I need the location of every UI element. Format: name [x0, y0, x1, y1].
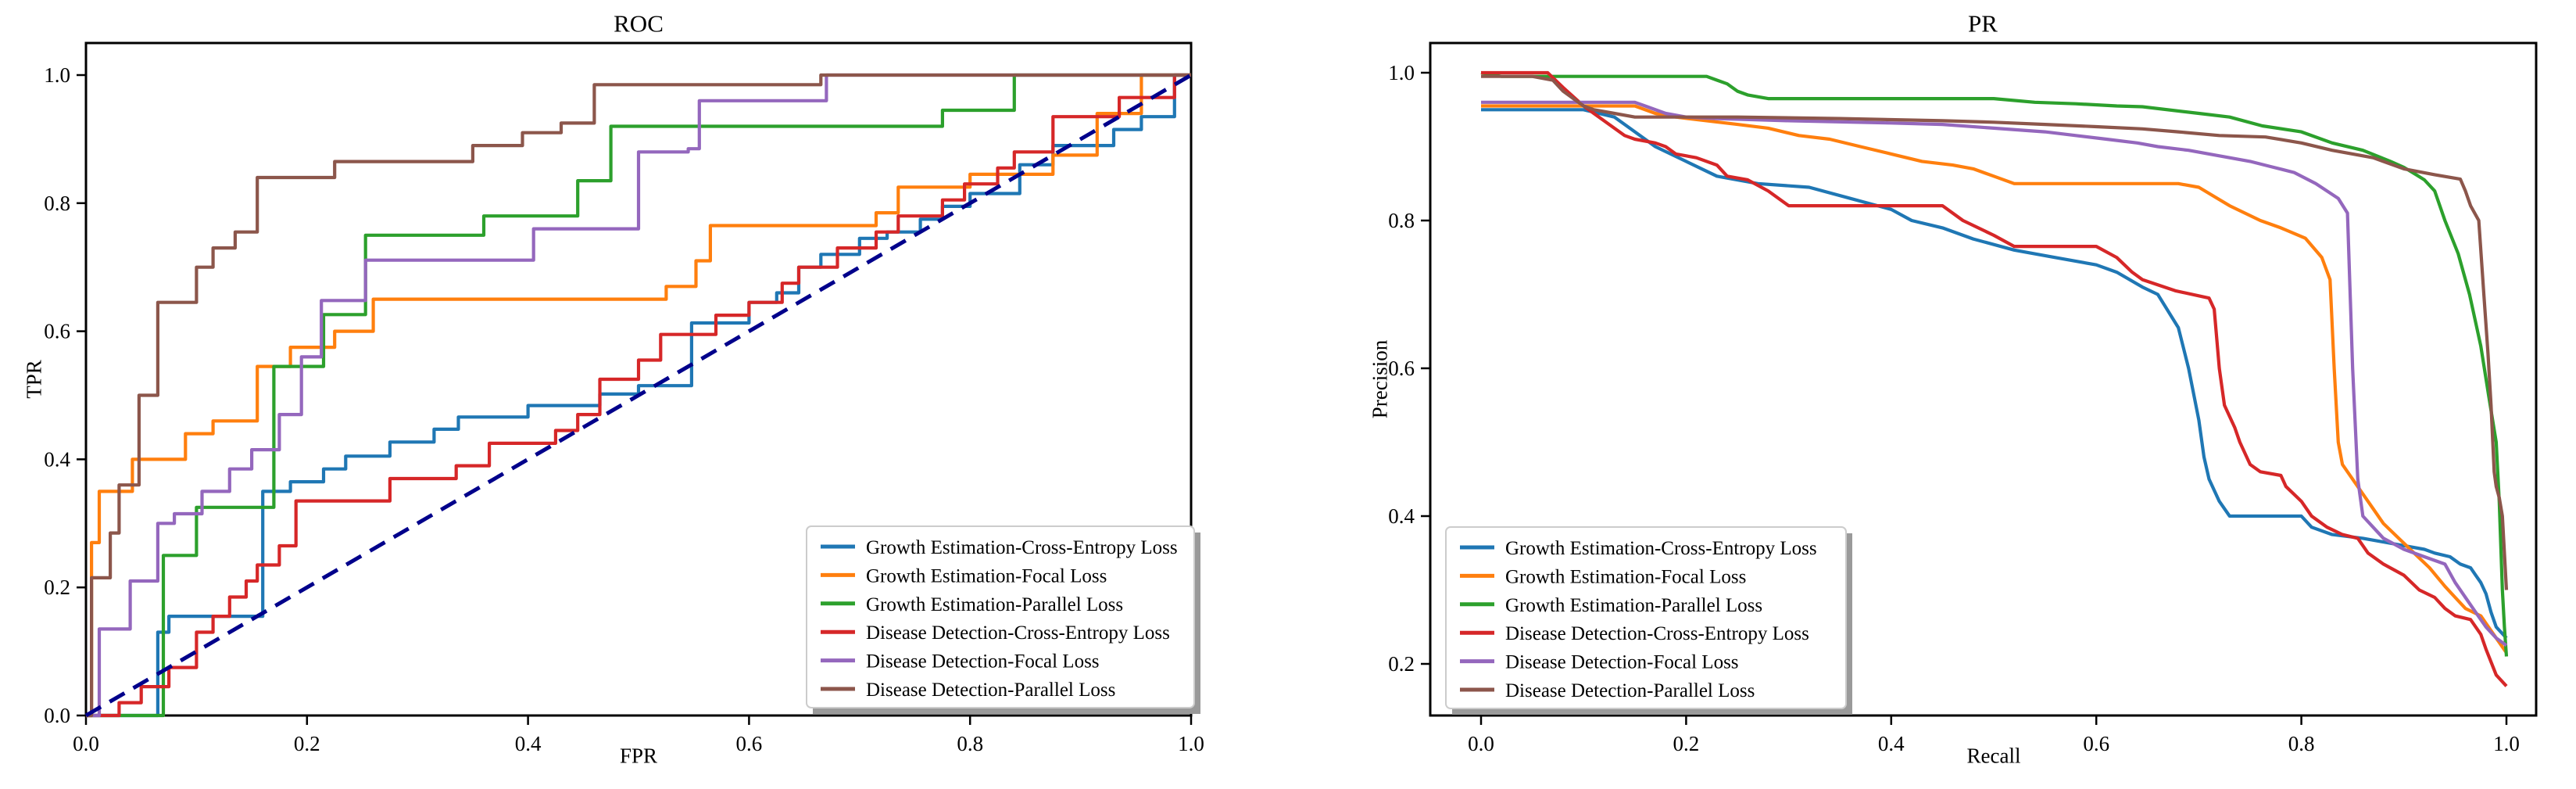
roc-y-tick-label: 1.0 [44, 63, 70, 87]
roc-curve-chance-diagonal [84, 73, 1193, 718]
roc-legend-label: Growth Estimation-Cross-Entropy Loss [866, 537, 1178, 558]
roc-x-tick-label: 0.4 [515, 732, 542, 755]
roc-x-tick-label: 0.6 [736, 732, 763, 755]
roc-legend-label: Disease Detection-Cross-Entropy Loss [866, 622, 1170, 644]
pr-y-tick-label: 0.6 [1388, 357, 1415, 380]
roc-y-tick-label: 0.6 [44, 320, 70, 343]
roc-y-tick-label: 0.8 [44, 192, 70, 215]
pr-legend-label: Disease Detection-Parallel Loss [1505, 680, 1755, 701]
pr-legend-label: Growth Estimation-Cross-Entropy Loss [1505, 538, 1817, 559]
pr-legend-label: Growth Estimation-Parallel Loss [1505, 595, 1762, 616]
roc-y-tick-label: 0.0 [44, 704, 70, 727]
roc-curve-disease-detection-focal-loss [86, 73, 1191, 718]
roc-curve-disease-detection-parallel-loss [86, 73, 1191, 718]
pr-curve-growth-estimation-parallel-loss [1480, 70, 2509, 657]
pr-legend-label: Growth Estimation-Focal Loss [1505, 566, 1746, 587]
pr-legend-label: Disease Detection-Focal Loss [1505, 652, 1739, 673]
roc-curve-growth-estimation-focal-loss [86, 73, 1191, 718]
roc-x-tick-label: 0.8 [957, 732, 983, 755]
roc-x-tick-label: 0.0 [73, 732, 99, 755]
pr-legend-label: Disease Detection-Cross-Entropy Loss [1505, 623, 1809, 644]
roc-y-tick-label: 0.4 [44, 447, 70, 471]
roc-legend-label: Disease Detection-Parallel Loss [866, 680, 1115, 701]
pr-y-tick-label: 1.0 [1388, 61, 1415, 84]
roc-legend-label: Growth Estimation-Focal Loss [866, 565, 1107, 586]
roc-curve-growth-estimation-parallel-loss [86, 73, 1191, 718]
pr-x-tick-label: 0.2 [1673, 732, 1700, 755]
pr-yaxis-label: Precision [1368, 339, 1392, 419]
pr-curve-growth-estimation-cross-entropy-loss [1481, 108, 2508, 640]
roc-plot-border [84, 41, 1193, 717]
pr-xaxis-label: Recall [1966, 744, 2021, 768]
roc-x-tick-label: 1.0 [1178, 732, 1204, 755]
roc-legend-label: Growth Estimation-Parallel Loss [866, 594, 1123, 615]
pr-x-tick-label: 1.0 [2493, 732, 2520, 755]
pr-x-tick-label: 0.8 [2288, 732, 2315, 755]
pr-legend-box [1445, 526, 1847, 709]
roc-yaxis-label: TPR [22, 360, 46, 399]
pr-x-tick-label: 0.6 [2083, 732, 2109, 755]
roc-legend-box [806, 525, 1195, 708]
roc-x-tick-label: 0.2 [294, 732, 320, 755]
pr-y-tick-label: 0.2 [1388, 652, 1415, 676]
pr-chart-title: PR [1968, 9, 1998, 38]
pr-curve-disease-detection-focal-loss [1481, 100, 2508, 647]
pr-plot-border [1429, 41, 2538, 717]
roc-legend-label: Disease Detection-Focal Loss [866, 651, 1100, 672]
roc-chart-title: ROC [614, 9, 664, 38]
pr-curve-disease-detection-cross-entropy-loss [1481, 70, 2508, 687]
roc-xaxis-label: FPR [619, 744, 658, 768]
pr-curve-growth-estimation-focal-loss [1481, 104, 2508, 654]
pr-curve-disease-detection-parallel-loss [1481, 74, 2509, 590]
roc-curve-disease-detection-cross-entropy-loss [86, 73, 1191, 718]
pr-x-tick-label: 0.4 [1878, 732, 1905, 755]
pr-x-tick-label: 0.0 [1468, 732, 1494, 755]
pr-y-tick-label: 0.4 [1388, 504, 1415, 528]
pr-y-tick-label: 0.8 [1388, 209, 1415, 232]
roc-y-tick-label: 0.2 [44, 576, 70, 599]
